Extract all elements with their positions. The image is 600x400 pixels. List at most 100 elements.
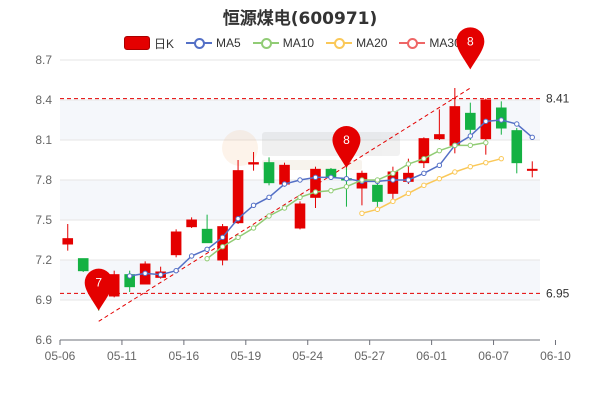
ma10-point: [452, 142, 458, 149]
ma10-point: [343, 183, 350, 190]
pin-marker: [456, 27, 485, 70]
marker-label: 6.95: [546, 286, 570, 300]
candle-body: [186, 219, 197, 228]
pin-marker: [332, 126, 361, 168]
candle-body: [294, 203, 306, 229]
ma5-point: [328, 174, 334, 181]
ma5-point: [297, 177, 303, 183]
y-tick-label: 7.2: [35, 253, 52, 267]
pin-marker: [84, 268, 113, 311]
candle-body: [465, 112, 476, 130]
ma5-point: [157, 271, 164, 278]
x-tick-label: 06-01: [416, 349, 447, 363]
legend-ma30-label: MA30: [429, 36, 461, 50]
ma5-point: [204, 246, 210, 253]
legend-ma10-label: MA10: [282, 36, 315, 50]
chart-legend: 日K MA5 MA10 MA20 MA30: [124, 33, 461, 53]
ma5-point: [467, 133, 474, 139]
x-tick-label: 05-16: [169, 349, 200, 363]
legend-item-ma30[interactable]: MA30: [399, 36, 461, 50]
ma20-point: [405, 190, 412, 197]
ma5-point: [250, 202, 257, 209]
trend-line: [98, 87, 471, 322]
ma5-point: [390, 177, 396, 183]
candle-body: [77, 258, 89, 272]
ma10-point: [483, 139, 489, 146]
x-tick-label: 05-11: [107, 349, 137, 363]
watermark-wordmark: [262, 132, 400, 156]
ma10-point: [204, 255, 210, 262]
candle-body: [372, 184, 383, 202]
ma5-point: [173, 267, 179, 274]
y-tick-label: 8.7: [35, 53, 52, 67]
y-tick-label: 7.5: [35, 213, 52, 227]
ma5-point: [514, 121, 520, 127]
x-tick-label: 06-10: [540, 349, 571, 363]
legend-item-ma5[interactable]: MA5: [186, 36, 241, 50]
ma10-point: [374, 177, 381, 183]
watermark-emblem: [222, 130, 258, 166]
ma5-point: [421, 170, 427, 177]
ma5-point: [142, 270, 148, 277]
ma10-point: [250, 225, 257, 231]
x-tick-label: 05-19: [230, 349, 261, 363]
legend-item-ma20[interactable]: MA20: [326, 36, 387, 50]
ma10-point: [467, 142, 474, 149]
legend-item-dayk[interactable]: 日K: [124, 35, 174, 52]
ma20-point: [359, 210, 365, 217]
candle-body: [217, 226, 228, 261]
ma5-point: [219, 234, 226, 241]
legend-ma5-label: MA5: [216, 36, 241, 50]
candle-body: [434, 134, 445, 140]
candle-body: [62, 238, 74, 245]
ma20-point: [452, 169, 458, 175]
ma5-point: [343, 175, 350, 182]
ma20-point: [467, 163, 474, 170]
candle-body: [526, 168, 538, 171]
ma10-point: [297, 194, 303, 201]
legend-ma5-swatch: [186, 37, 213, 49]
ma10-point: [405, 161, 412, 167]
candle-body: [170, 231, 182, 256]
ma5-point: [281, 181, 288, 187]
ma5-point: [405, 177, 412, 183]
ma5-point: [235, 215, 241, 222]
pin-label: 7: [95, 276, 102, 290]
ma5-point: [483, 118, 489, 125]
candle-body: [418, 138, 430, 164]
ma5-point: [188, 253, 195, 259]
candle-body: [511, 130, 523, 164]
ma20-point: [421, 182, 427, 189]
ma10-point: [219, 243, 226, 250]
ma5-point: [529, 134, 535, 141]
legend-item-ma10[interactable]: MA10: [252, 36, 315, 50]
x-tick-label: 05-27: [354, 349, 385, 363]
chart-title: 恒源煤电(600971): [222, 9, 378, 29]
y-tick-label: 7.8: [35, 173, 52, 187]
candle-body: [279, 164, 290, 185]
candle-body: [201, 228, 213, 244]
ma5-point: [436, 162, 443, 169]
ma20-point: [436, 175, 443, 182]
legend-ma30-swatch: [399, 37, 426, 49]
ma10-point: [421, 155, 427, 162]
candle-body: [449, 106, 461, 146]
legend-dayk-swatch: [124, 36, 150, 50]
y-tick-label: 6.6: [35, 333, 52, 347]
ma10-point: [235, 234, 241, 241]
ma10-point: [266, 213, 272, 219]
candle-body: [263, 162, 275, 184]
candle-body: [232, 170, 244, 224]
y-tick-label: 8.1: [35, 133, 52, 147]
ma10-point: [312, 189, 319, 195]
ma5-point: [498, 117, 504, 123]
x-tick-label: 05-06: [45, 349, 76, 363]
y-tick-label: 8.4: [35, 93, 52, 107]
ma5-point: [266, 194, 272, 201]
ma5-point: [312, 174, 319, 181]
ma20-point: [390, 198, 396, 205]
legend-ma20-swatch: [326, 37, 353, 49]
candle-body: [310, 168, 321, 198]
legend-dayk-label: 日K: [154, 36, 175, 51]
watermark-logo: [222, 130, 400, 170]
